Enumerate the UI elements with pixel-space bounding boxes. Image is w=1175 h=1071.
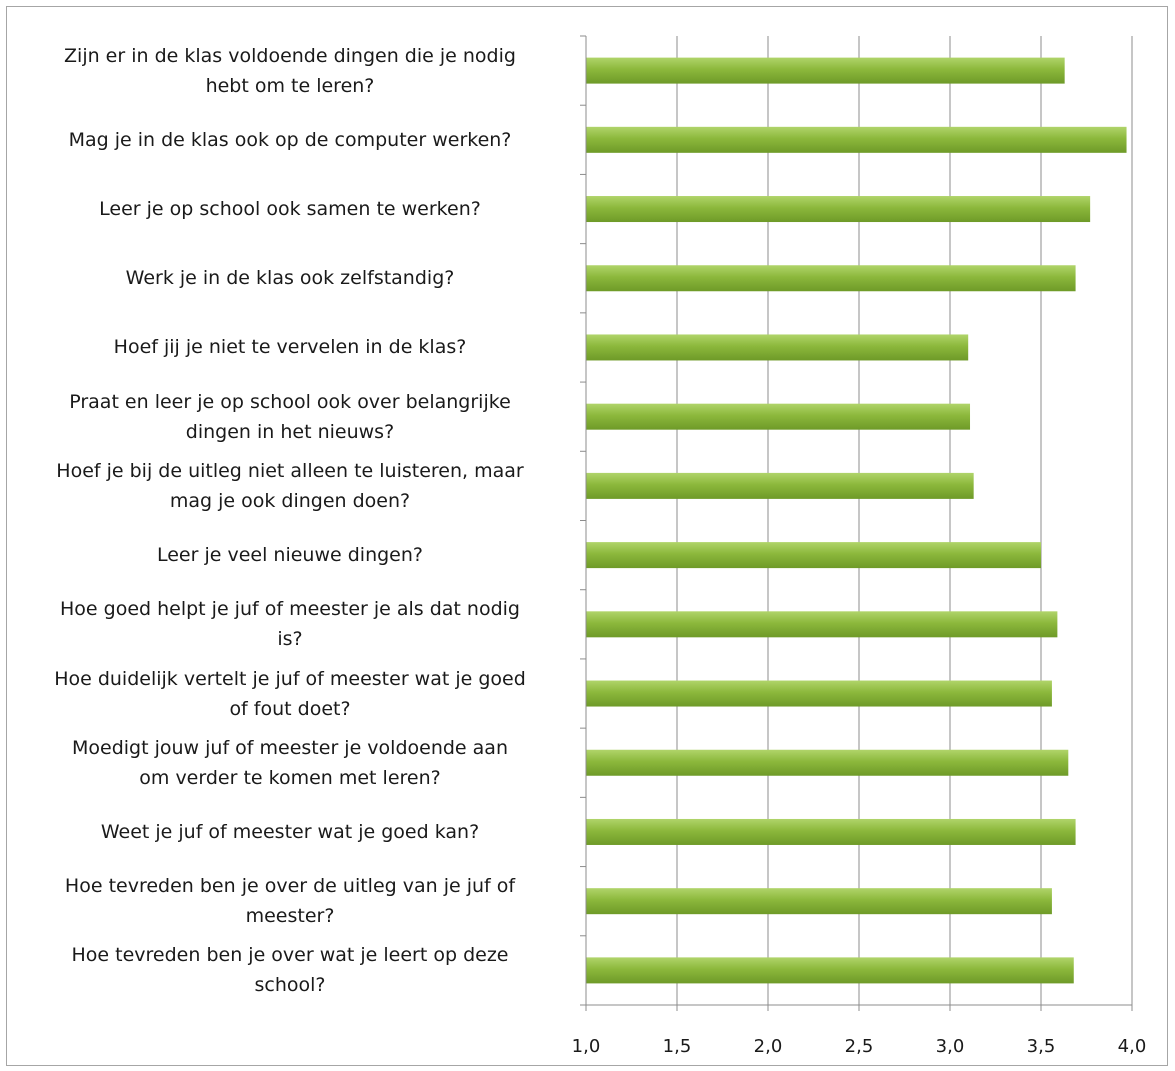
category-label-line: Hoe tevreden ben je over de uitleg van j…: [64, 875, 516, 898]
axes: [580, 35, 1133, 1011]
bar: [586, 680, 1052, 707]
category-label-line: Weet je juf of meester wat je goed kan?: [100, 820, 480, 843]
category-label-line: Hoef je bij de uitleg niet alleen te lui…: [56, 459, 524, 482]
bar: [586, 334, 969, 361]
x-tick-label: 3,5: [1027, 1036, 1056, 1057]
category-label: Praat en leer je op school ook over bela…: [16, 382, 564, 451]
bar: [586, 957, 1074, 984]
bar: [586, 611, 1058, 638]
category-label: Werk je in de klas ook zelfstandig?: [16, 244, 564, 313]
category-label-line: Hoef jij je niet te vervelen in de klas?: [113, 336, 467, 359]
bar: [586, 196, 1091, 223]
category-label: Hoe tevreden ben je over de uitleg van j…: [16, 867, 564, 936]
category-label: Leer je op school ook samen te werken?: [16, 174, 564, 243]
bar: [586, 472, 974, 499]
category-label-line: Moedigt jouw juf of meester je voldoende…: [72, 736, 508, 759]
x-tick-label: 2,0: [754, 1036, 783, 1057]
bar: [586, 57, 1065, 84]
category-label: Hoe tevreden ben je over wat je leert op…: [16, 936, 564, 1005]
category-label: Moedigt jouw juf of meester je voldoende…: [16, 728, 564, 797]
category-label-line: mag je ook dingen doen?: [169, 489, 411, 512]
category-label-line: meester?: [245, 905, 335, 928]
category-label-line: Mag je in de klas ook op de computer wer…: [68, 128, 512, 151]
category-label: Hoe duidelijk vertelt je juf of meester …: [16, 659, 564, 728]
x-tick-labels: 1,0 1,5 2,0 2,5 3,0 3,5 4,0: [572, 1036, 1147, 1057]
gridlines: [676, 36, 1133, 1005]
x-tick-label: 2,5: [845, 1036, 874, 1057]
category-label-line: dingen in het nieuws?: [185, 420, 395, 443]
x-tick-label: 3,0: [936, 1036, 965, 1057]
category-label-line: Zijn er in de klas voldoende dingen die …: [64, 44, 516, 67]
x-tick-label: 1,5: [663, 1036, 692, 1057]
category-label: Zijn er in de klas voldoende dingen die …: [16, 36, 564, 105]
category-label: Hoe goed helpt je juf of meester je als …: [16, 590, 564, 659]
category-label-line: Hoe goed helpt je juf of meester je als …: [60, 598, 520, 621]
category-label-line: school?: [254, 974, 326, 997]
x-tick-label: 4,0: [1118, 1036, 1147, 1057]
bar: [586, 888, 1052, 915]
category-label-line: Leer je op school ook samen te werken?: [99, 198, 481, 221]
category-label-line: is?: [277, 628, 303, 651]
bar: [586, 542, 1041, 569]
category-label-line: Werk je in de klas ook zelfstandig?: [125, 267, 455, 290]
x-tick-label: 1,0: [572, 1036, 601, 1057]
bar: [586, 749, 1069, 776]
category-label: Leer je veel nieuwe dingen?: [16, 521, 564, 590]
category-label-line: Hoe tevreden ben je over wat je leert op…: [71, 944, 509, 967]
category-label-line: Hoe duidelijk vertelt je juf of meester …: [54, 667, 526, 690]
category-label-line: of fout doet?: [229, 697, 351, 720]
category-label-line: om verder te komen met leren?: [139, 766, 441, 789]
bar: [586, 265, 1076, 292]
category-label-line: Praat en leer je op school ook over bela…: [69, 390, 511, 413]
category-label-line: hebt om te leren?: [205, 74, 375, 97]
category-label: Weet je juf of meester wat je goed kan?: [16, 797, 564, 866]
category-label: Mag je in de klas ook op de computer wer…: [16, 105, 564, 174]
category-label: Hoef je bij de uitleg niet alleen te lui…: [16, 451, 564, 520]
category-label: Hoef jij je niet te vervelen in de klas?: [16, 313, 564, 382]
bars: [586, 57, 1127, 984]
bar: [586, 403, 971, 430]
bar: [586, 126, 1127, 153]
category-label-line: Leer je veel nieuwe dingen?: [156, 544, 423, 567]
bar: [586, 818, 1076, 845]
